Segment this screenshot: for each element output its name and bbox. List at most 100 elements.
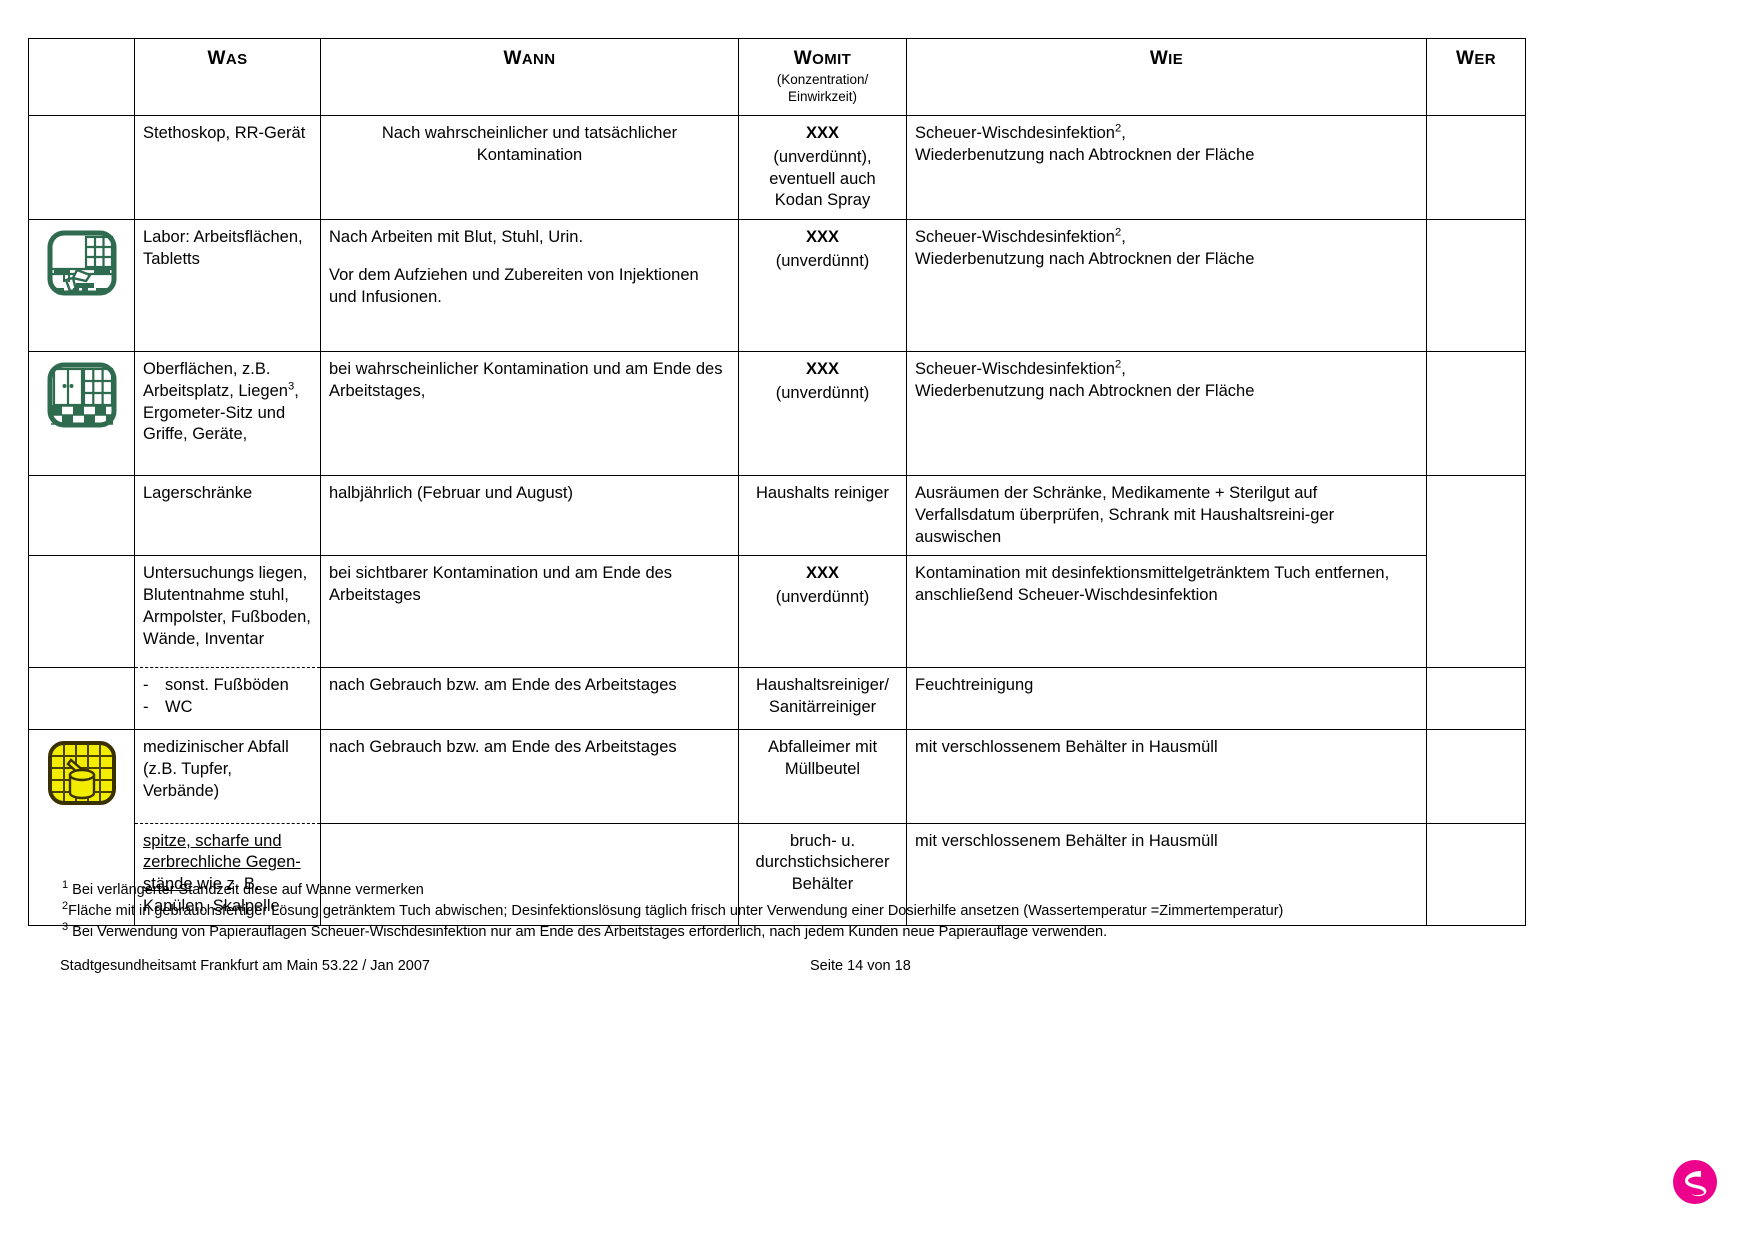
footnote-3-mark: 3 [62, 921, 69, 934]
row-was-cell: spitze, scharfe und zerbrechliche Gegen-… [134, 822, 321, 926]
wie-text: mit verschlossenem Behälter in Hausmüll [915, 831, 1218, 850]
womit-rest: (unverdünnt) [775, 251, 870, 270]
wie-text: Feuchtreinigung [915, 676, 1034, 695]
row-was-cell: Stethoskop, RR-Gerät [134, 114, 321, 221]
row-wer-cell [1426, 219, 1526, 353]
wie-line2: Wiederbenutzung nach Abtrocknen der Fläc… [915, 249, 1255, 268]
wie-line1-footnote-ref: 2 [1114, 358, 1122, 371]
header-womit-sub-line1: (Konzentration/ [776, 72, 869, 88]
cleaning-disinfection-plan-table-wrapper: WAS WANN WOMIT (Konzentration/ Einwirkze… [28, 38, 1526, 926]
row-wie-cell: Scheuer-Wischdesinfektion2, Wiederbenutz… [906, 219, 1427, 353]
row-wann-cell: bei wahrscheinlicher Kontamination und a… [320, 351, 739, 477]
womit-rest: (unverdünnt), eventuell auch Kodan Spray [769, 147, 876, 210]
table-row: medizinischer Abfall (z.B. Tupfer, Verbä… [28, 729, 1526, 824]
row-wer-cell [1426, 351, 1526, 477]
row-was-cell: Oberflächen, z.B. Arbeitsplatz, Liegen3,… [134, 351, 321, 477]
row-wann-cell: Nach Arbeiten mit Blut, Stuhl, Urin. Vor… [320, 219, 739, 353]
wie-line1-text: Scheuer-Wischdesinfektion [915, 228, 1115, 247]
was-text: Labor: Arbeitsflächen, Tabletts [143, 228, 303, 268]
footnote-2-mark: 2 [62, 900, 69, 913]
footnote-2-text: Fläche mit in gebrauchsfertiger Lösung g… [68, 903, 1284, 920]
table-row: Labor: Arbeitsflächen, Tabletts Nach Arb… [28, 219, 1526, 353]
list-item-label: WC [165, 698, 193, 717]
table-row: Lagerschränke halbjährlich (Februar und … [28, 475, 1526, 557]
row-womit-cell: XXX (unverdünnt), eventuell auch Kodan S… [738, 114, 907, 221]
table-row: Stethoskop, RR-Gerät Nach wahrscheinlich… [28, 114, 1526, 221]
footnote-3: 3 Bei Verwendung von Papierauflagen Sche… [62, 922, 1502, 943]
header-was-label: WAS [207, 48, 248, 69]
footnote-1-mark: 1 [62, 879, 69, 892]
table-header-row: WAS WANN WOMIT (Konzentration/ Einwirkze… [28, 38, 1526, 116]
table-row: spitze, scharfe und zerbrechliche Gegen-… [28, 822, 1526, 926]
list-item-label: sonst. Fußböden [165, 676, 289, 695]
womit-rest: Haushalts reiniger [756, 484, 889, 503]
row-womit-cell: Abfalleimer mit Müllbeutel [738, 729, 907, 824]
wie-line1-tail: , [1121, 124, 1126, 142]
was-text: Untersuchungs liegen, Blutentnahme stuhl… [143, 564, 311, 648]
header-icon-column [28, 38, 135, 116]
row-icon-cell [28, 667, 135, 731]
footer-page-number: Seite 14 von 18 [810, 958, 911, 974]
row-wer-cell [1426, 729, 1526, 824]
wie-line1-text: Scheuer-Wischdesinfektion [915, 360, 1115, 379]
room-surfaces-icon [46, 362, 118, 435]
womit-rest: bruch- u. durchstichsicherer Behälter [755, 831, 890, 894]
row-wer-cell [1426, 822, 1526, 926]
row-womit-cell: Haushaltsreiniger/ Sanitärreiniger [738, 667, 907, 731]
header-womit-sub-line2: Einwirkzeit) [787, 88, 857, 104]
row-wer-cell [1426, 667, 1526, 731]
row-wer-cell [1426, 114, 1526, 221]
wann-paragraph-2: Vor dem Aufziehen und Zubereiten von Inj… [329, 265, 699, 306]
list-item: - sonst. Fußböden [143, 675, 312, 697]
wann-text: halbjährlich (Februar und August) [329, 484, 573, 503]
footer-source: Stadtgesundheitsamt Frankfurt am Main 53… [60, 958, 430, 974]
wann-text: bei wahrscheinlicher Kontamination und a… [329, 360, 723, 400]
was-text: Lagerschränke [143, 484, 253, 503]
footnote-1: 1 Bei verlängerter Standzeit diese auf W… [62, 880, 1502, 901]
row-icon-cell [28, 475, 135, 557]
womit-rest: (unverdünnt) [775, 588, 870, 607]
row-womit-cell: bruch- u. durchstichsicherer Behälter [738, 822, 907, 926]
header-wie: WIE [906, 38, 1427, 116]
row-wie-cell: mit verschlossenem Behälter in Hausmüll [906, 729, 1427, 824]
row-was-cell: Lagerschränke [134, 475, 321, 557]
row-wann-cell [320, 822, 739, 926]
table-row: - sonst. Fußböden - WC nach Gebrauch bzw… [28, 667, 1526, 731]
wie-line1: Scheuer-Wischdesinfektion2, [915, 227, 1418, 249]
wie-text: Ausräumen der Schränke, Medikamente + St… [915, 484, 1335, 546]
was-text: medizinischer Abfall (z.B. Tupfer, Verbä… [143, 738, 289, 800]
was-text: Stethoskop, RR-Gerät [143, 124, 306, 142]
womit-rest: (unverdünnt) [775, 383, 870, 402]
header-wie-label: WIE [1149, 48, 1184, 69]
row-wie-cell: Scheuer-Wischdesinfektion2, Wiederbenutz… [906, 351, 1427, 477]
wie-line1: Scheuer-Wischdesinfektion2, [915, 359, 1418, 381]
magenta-circle-logo [1673, 1160, 1717, 1204]
row-wann-cell: nach Gebrauch bzw. am Ende des Arbeitsta… [320, 729, 739, 824]
was-text-pre: Oberflächen, z.B. Arbeitsplatz, Liegen [143, 360, 288, 400]
row-wie-cell: Scheuer-Wischdesinfektion2, Wiederbenutz… [906, 114, 1427, 221]
dash-bullet: - [143, 698, 149, 717]
row-womit-cell: XXX (unverdünnt) [738, 555, 907, 669]
was-text-post: , Ergometer-Sitz und Griffe, Geräte, [143, 381, 299, 444]
footnotes-block: 1 Bei verlängerter Standzeit diese auf W… [62, 880, 1502, 943]
cleaning-disinfection-plan-table: WAS WANN WOMIT (Konzentration/ Einwirkze… [28, 38, 1526, 926]
wann-text: Nach wahrscheinlicher und tatsächlicher … [381, 124, 678, 164]
was-text-underlined: spitze, scharfe und zerbrechliche Gegen-… [143, 831, 301, 894]
wie-line1-tail: , [1121, 228, 1126, 247]
list-item: - WC [143, 697, 312, 719]
wie-text: Kontamination mit desinfektionsmittelget… [915, 564, 1390, 605]
row-wann-cell: bei sichtbarer Kontamination und am Ende… [320, 555, 739, 669]
header-was: WAS [134, 38, 321, 116]
header-womit: WOMIT (Konzentration/ Einwirkzeit) [738, 38, 907, 116]
was-text: spitze, scharfe und zerbrechliche Gegen-… [143, 831, 312, 918]
was-text-tail: wie z. B. Kanülen, Skalpelle [143, 875, 280, 915]
womit-bold: XXX [805, 228, 840, 247]
wie-line1-text: Scheuer-Wischdesinfektion [915, 124, 1115, 142]
row-womit-cell: XXX (unverdünnt) [738, 219, 907, 353]
womit-rest: Haushaltsreiniger/ Sanitärreiniger [756, 676, 889, 717]
table-row: Oberflächen, z.B. Arbeitsplatz, Liegen3,… [28, 351, 1526, 477]
wann-text: nach Gebrauch bzw. am Ende des Arbeitsta… [329, 738, 677, 757]
row-icon-cell [28, 555, 135, 669]
was-footnote-ref: 3 [287, 380, 295, 393]
